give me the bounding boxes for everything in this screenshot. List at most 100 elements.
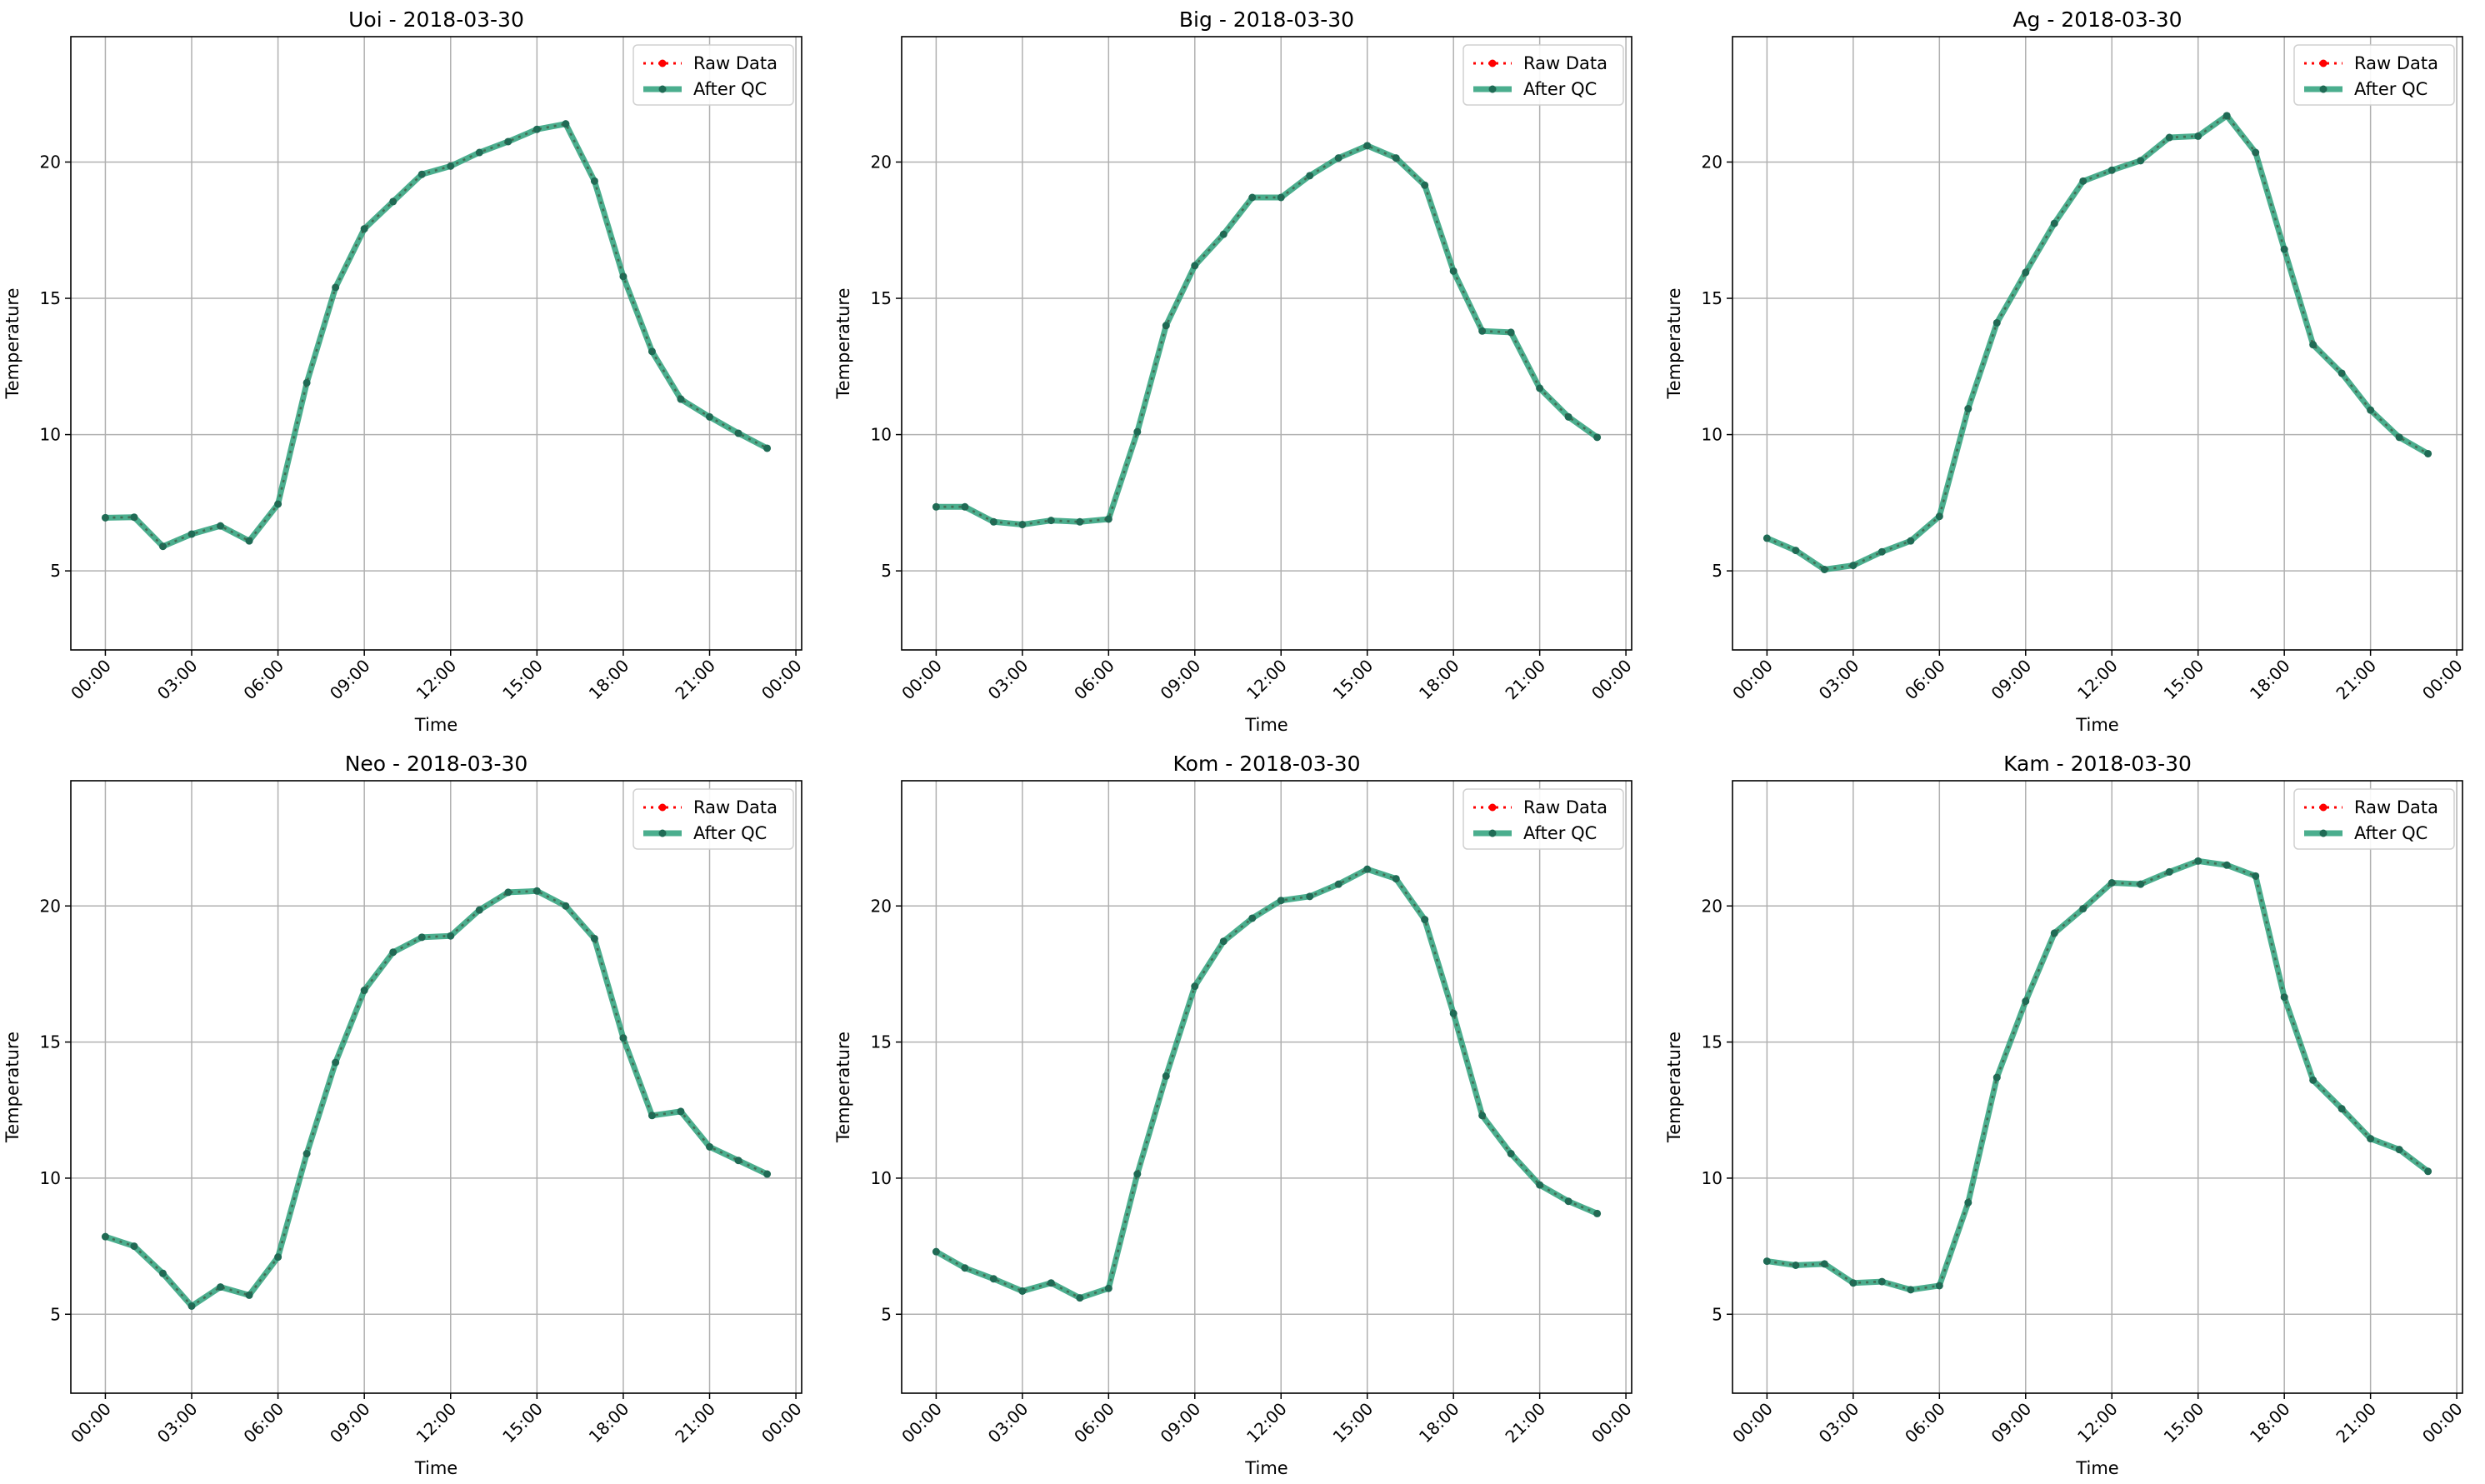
legend-qc-marker [658, 85, 667, 93]
after-qc-point [504, 137, 512, 146]
x-tick-label: 00:00 [898, 1399, 946, 1447]
x-tick-label: 21:00 [1501, 1399, 1549, 1447]
legend-raw-label: Raw Data [2354, 797, 2438, 817]
raw-data-overlay [1767, 860, 2429, 1291]
x-tick-label: 06:00 [1901, 656, 1949, 704]
after-qc-point [360, 987, 368, 995]
axes-frame [70, 780, 802, 1394]
y-axis-label: Temperature [2, 1032, 22, 1143]
after-qc-point [1018, 1287, 1027, 1295]
x-tick-label: 12:00 [1242, 1399, 1291, 1447]
after-qc-point [332, 283, 340, 292]
after-qc-point [1363, 142, 1372, 150]
after-qc-point [389, 948, 398, 957]
x-axis-label: Time [414, 715, 458, 735]
after-qc-point [217, 522, 225, 530]
subplot-title: Kom - 2018-03-30 [1173, 752, 1361, 776]
legend-qc-label: After QC [2354, 823, 2428, 843]
after-qc-point [360, 225, 368, 233]
x-tick-label: 00:00 [2418, 1399, 2467, 1447]
after-qc-point [2194, 857, 2202, 865]
series-after-qc [101, 120, 772, 551]
after-qc-point [1248, 914, 1257, 922]
after-qc-point [1334, 880, 1342, 888]
x-tick-label: 09:00 [1157, 1399, 1205, 1447]
after-qc-point [2252, 148, 2260, 157]
after-qc-point [1992, 318, 2001, 327]
x-tick-label: 15:00 [498, 1399, 547, 1447]
x-tick-label: 09:00 [1988, 1399, 2036, 1447]
series-after-qc [1762, 112, 2432, 574]
axes-frame [1732, 36, 2463, 651]
y-tick-label: 5 [1712, 561, 1722, 581]
subplot-title: Big - 2018-03-30 [1179, 7, 1354, 32]
after-qc-point [2424, 449, 2432, 457]
x-tick-label: 12:00 [1242, 656, 1291, 704]
after-qc-point [504, 888, 512, 897]
series-after-qc [932, 142, 1602, 529]
x-tick-label: 21:00 [671, 1399, 719, 1447]
x-tick-label: 18:00 [2246, 656, 2294, 704]
x-tick-label: 21:00 [1501, 656, 1549, 704]
after-qc-point [1047, 517, 1055, 525]
legend-raw-marker [1488, 59, 1497, 67]
x-tick-label: 12:00 [2073, 1399, 2122, 1447]
y-axis-label: Temperature [833, 1032, 853, 1143]
after-qc-point [562, 902, 570, 910]
x-tick-label: 12:00 [2073, 656, 2122, 704]
after-qc-point [1878, 547, 1886, 556]
y-tick-label: 5 [50, 561, 61, 581]
after-qc-point [2194, 132, 2202, 140]
y-axis-label: Temperature [1664, 1032, 1684, 1143]
after-qc-point [1047, 1279, 1055, 1287]
legend-qc-label: After QC [1523, 823, 1597, 843]
y-tick-label: 5 [1712, 1304, 1722, 1324]
legend-raw-marker [2319, 59, 2328, 67]
after-qc-point [1507, 328, 1515, 337]
legend-raw-label: Raw Data [693, 797, 778, 817]
after-qc-point [217, 1283, 225, 1292]
x-tick-label: 15:00 [1329, 656, 1378, 704]
after-qc-point [2280, 245, 2288, 253]
x-tick-label: 18:00 [1415, 1399, 1463, 1447]
y-tick-label: 20 [1702, 152, 1722, 172]
after-qc-point [619, 1034, 628, 1042]
legend: Raw Data After QC [1462, 788, 1624, 850]
x-tick-label: 21:00 [2332, 656, 2380, 704]
subplot-title: Uoi - 2018-03-30 [348, 7, 524, 32]
x-tick-label: 00:00 [898, 656, 946, 704]
x-tick-label: 06:00 [239, 1399, 288, 1447]
y-axis-label: Temperature [2, 287, 22, 399]
series-raw-data [102, 120, 771, 550]
after-qc-point [1964, 405, 1972, 413]
after-qc-point [1449, 1009, 1458, 1017]
y-tick-label: 10 [40, 1168, 61, 1188]
after-qc-point [2022, 997, 2030, 1006]
legend-qc-marker [658, 829, 667, 837]
series-raw-data [932, 866, 1601, 1302]
after-qc-point [763, 444, 772, 452]
after-qc-point [648, 1112, 656, 1120]
after-qc-point [1334, 154, 1342, 162]
y-tick-label: 10 [40, 425, 61, 445]
after-qc-point [1363, 865, 1372, 873]
legend-qc-label: After QC [693, 79, 767, 99]
y-tick-label: 5 [50, 1304, 61, 1324]
after-qc-point [677, 1107, 685, 1116]
subplot-3: 5 10 15 20 00:00 03:00 06:00 09:00 12:00 15:00 18:… [1664, 7, 2467, 735]
after-qc-point [302, 378, 311, 387]
after-qc-point [475, 148, 483, 157]
y-tick-label: 15 [871, 1032, 892, 1052]
x-tick-label: 03:00 [153, 1399, 202, 1447]
legend-qc-label: After QC [1523, 79, 1597, 99]
x-tick-label: 00:00 [67, 1399, 115, 1447]
subplot-1: 5 10 15 20 00:00 03:00 06:00 09:00 12:00 15:00 18:… [2, 7, 806, 735]
raw-data-line [936, 144, 1598, 527]
y-tick-label: 10 [871, 1168, 892, 1188]
x-tick-label: 00:00 [758, 1399, 806, 1447]
series-after-qc [101, 887, 772, 1310]
series-raw-data [1763, 857, 2432, 1293]
legend: Raw Data After QC [2293, 788, 2455, 850]
y-tick-label: 15 [871, 288, 892, 308]
legend-raw-label: Raw Data [1523, 53, 1608, 73]
